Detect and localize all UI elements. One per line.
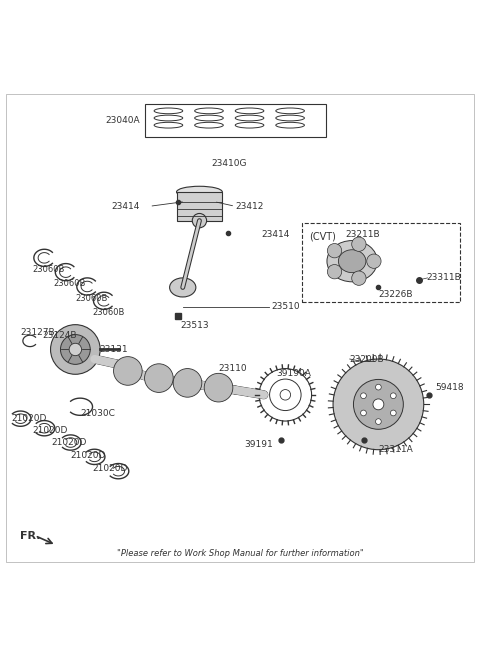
Circle shape	[352, 237, 366, 251]
Text: FR.: FR.	[21, 531, 41, 541]
Text: 21020D: 21020D	[11, 414, 46, 423]
Circle shape	[69, 343, 82, 356]
Ellipse shape	[177, 186, 222, 197]
Text: 23127B: 23127B	[21, 328, 55, 337]
Circle shape	[280, 390, 290, 400]
Circle shape	[375, 419, 381, 424]
Bar	[177, 192, 222, 220]
Circle shape	[375, 384, 381, 390]
Bar	[302, 223, 459, 302]
Text: 21020D: 21020D	[71, 451, 106, 461]
Ellipse shape	[338, 250, 366, 273]
Text: 23410G: 23410G	[211, 159, 247, 168]
Circle shape	[360, 410, 366, 416]
Text: 23414: 23414	[111, 202, 140, 211]
Circle shape	[114, 357, 142, 385]
Text: 21030C: 21030C	[80, 409, 115, 419]
Text: "Please refer to Work Shop Manual for further information": "Please refer to Work Shop Manual for fu…	[117, 549, 363, 558]
Text: 23414: 23414	[262, 230, 290, 239]
Circle shape	[144, 364, 173, 392]
Ellipse shape	[327, 241, 377, 282]
Circle shape	[327, 243, 342, 258]
Text: 23311B: 23311B	[426, 274, 461, 282]
Text: 21020D: 21020D	[92, 464, 127, 473]
Circle shape	[50, 325, 100, 375]
Circle shape	[360, 393, 366, 399]
Circle shape	[204, 373, 233, 402]
Circle shape	[390, 410, 396, 416]
Text: 23060B: 23060B	[75, 294, 108, 302]
Text: 23060B: 23060B	[33, 265, 65, 274]
Circle shape	[352, 271, 366, 285]
Text: 23131: 23131	[99, 345, 128, 354]
Text: 39191: 39191	[245, 440, 274, 449]
Circle shape	[373, 399, 384, 410]
Circle shape	[173, 369, 202, 397]
Text: 59418: 59418	[436, 383, 464, 392]
Text: 23060B: 23060B	[92, 308, 124, 317]
Text: 23060B: 23060B	[54, 279, 86, 289]
Text: 21020D: 21020D	[51, 438, 87, 447]
Circle shape	[353, 379, 403, 429]
Text: (CVT): (CVT)	[309, 232, 336, 241]
Text: 23211B: 23211B	[345, 230, 380, 239]
Text: 23513: 23513	[180, 321, 209, 330]
Circle shape	[60, 335, 90, 364]
Text: 23040A: 23040A	[105, 116, 140, 125]
Circle shape	[390, 393, 396, 399]
Text: 23110: 23110	[218, 364, 247, 373]
Text: 39190A: 39190A	[277, 369, 312, 378]
Text: 23510: 23510	[271, 302, 300, 311]
Text: 21020D: 21020D	[33, 426, 68, 435]
Text: 23124B: 23124B	[42, 331, 76, 340]
Text: 23311A: 23311A	[378, 445, 413, 454]
Circle shape	[192, 213, 206, 228]
Text: 23226B: 23226B	[378, 290, 413, 299]
Text: 23412: 23412	[235, 202, 264, 211]
Text: 23200B: 23200B	[350, 354, 384, 363]
Ellipse shape	[169, 278, 196, 297]
Bar	[144, 104, 326, 137]
Circle shape	[367, 254, 381, 268]
Circle shape	[327, 264, 342, 279]
Circle shape	[333, 359, 424, 450]
